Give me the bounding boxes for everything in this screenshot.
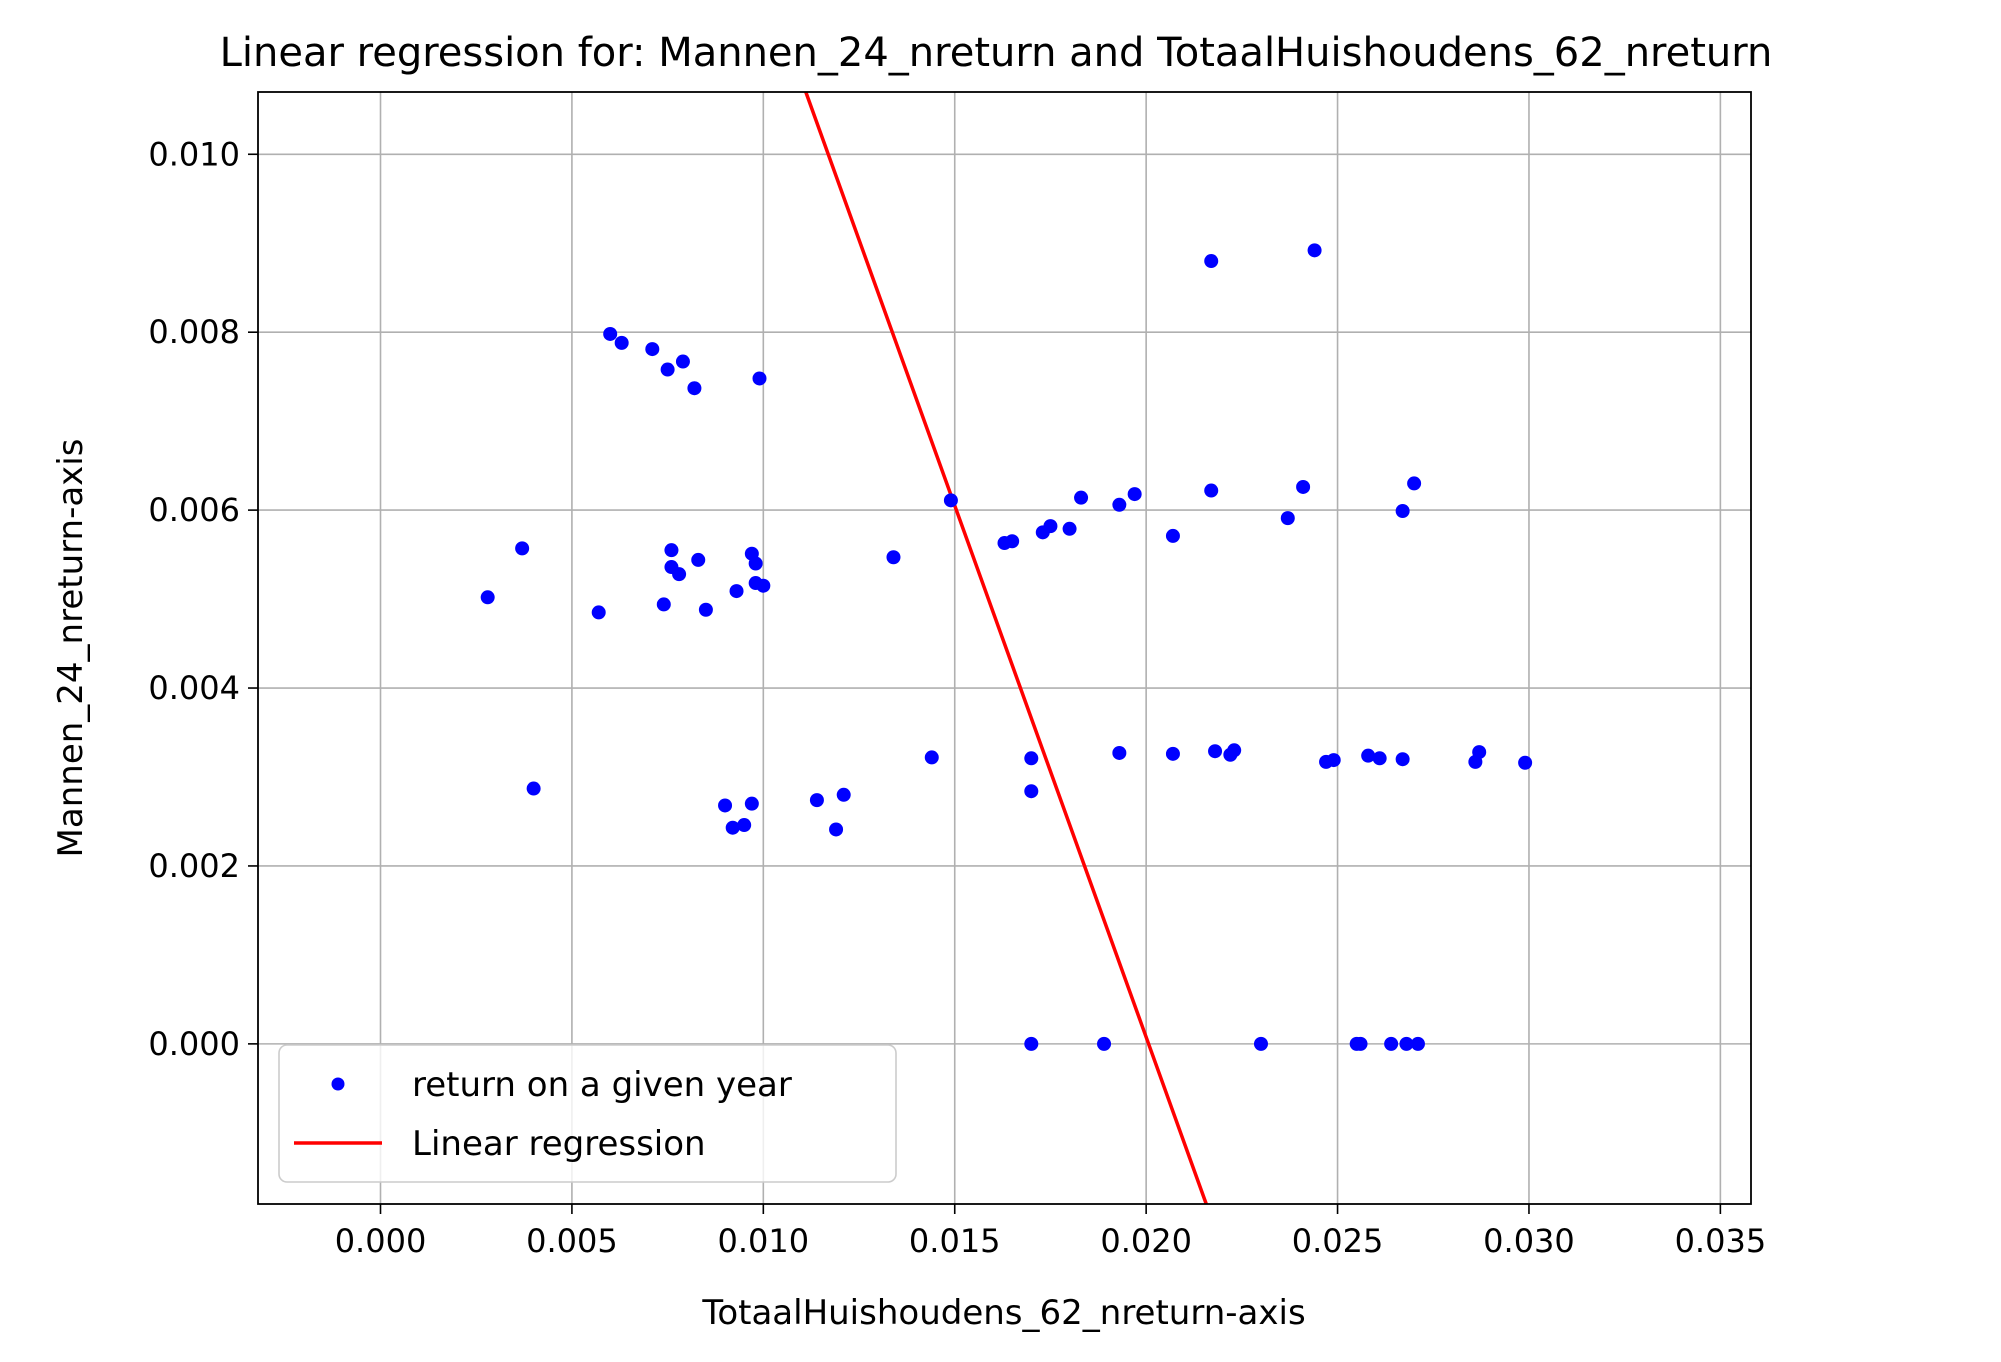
scatter-point (729, 584, 744, 599)
scatter-point (1024, 1036, 1039, 1051)
y-tick-label: 0.008 (148, 313, 240, 351)
scatter-point (1208, 744, 1223, 759)
scatter-point (1395, 504, 1410, 519)
points-layer (480, 243, 1533, 1051)
scatter-point (515, 541, 530, 556)
scatter-point (1518, 755, 1533, 770)
scatter-point (1062, 521, 1077, 536)
scatter-point (748, 556, 763, 571)
scatter-point (1353, 1036, 1368, 1051)
scatter-point (1472, 745, 1487, 760)
x-tick-label: 0.030 (1483, 1222, 1575, 1260)
scatter-point (752, 371, 767, 386)
scatter-point (924, 750, 939, 765)
scatter-point (718, 798, 733, 813)
scatter-point (1296, 479, 1311, 494)
scatter-point (691, 552, 706, 567)
scatter-point (645, 342, 660, 357)
scatter-point (756, 578, 771, 593)
scatter-point (1410, 1036, 1425, 1051)
scatter-point (1204, 483, 1219, 498)
scatter-point (603, 326, 618, 341)
scatter-point (687, 381, 702, 396)
scatter-point (1043, 519, 1058, 534)
scatter-point (480, 590, 495, 605)
x-axis: 0.000 0.005 0.010 0.015 0.020 0.025 0.030 0.035 (335, 1204, 1766, 1260)
scatter-point (591, 605, 606, 620)
legend-box (278, 1044, 897, 1183)
plot-frame (257, 91, 1752, 1205)
scatter-point (1074, 490, 1089, 505)
x-axis-label: TotaalHuishoudens_62_nreturn-axis (701, 1293, 1305, 1333)
scatter-point (1280, 511, 1295, 526)
scatter-point (725, 820, 740, 835)
x-tick-label: 0.025 (1292, 1222, 1384, 1260)
scatter-point (614, 335, 629, 350)
scatter-point (1005, 534, 1020, 549)
scatter-point (1326, 753, 1341, 768)
scatter-point (664, 543, 679, 558)
scatter-point (943, 493, 958, 508)
scatter-point (886, 550, 901, 565)
y-axis: 0.000 0.002 0.004 0.006 0.008 0.010 (148, 135, 258, 1063)
scatter-point (656, 597, 671, 612)
scatter-point (1384, 1036, 1399, 1051)
scatter-point (1112, 745, 1127, 760)
x-tick-label: 0.035 (1675, 1222, 1767, 1260)
scatter-point (829, 822, 844, 837)
scatter-point (744, 796, 759, 811)
scatter-point (675, 354, 690, 369)
y-tick-label: 0.002 (148, 847, 240, 885)
x-tick-label: 0.010 (718, 1222, 810, 1260)
scatter-point (1127, 487, 1142, 502)
scatter-point (698, 602, 713, 617)
x-tick-label: 0.015 (909, 1222, 1001, 1260)
y-tick-label: 0.000 (148, 1025, 240, 1063)
x-tick-label: 0.020 (1100, 1222, 1192, 1260)
legend: return on a given year Linear regression (278, 1044, 897, 1183)
y-tick-label: 0.010 (148, 135, 240, 173)
scatter-point (1253, 1036, 1268, 1051)
legend-label-regression: Linear regression (412, 1124, 706, 1164)
legend-label-scatter: return on a given year (412, 1065, 792, 1105)
scatter-point (1395, 752, 1410, 767)
regression-layer (804, 92, 1208, 1204)
scatter-point (1361, 748, 1376, 763)
scatter-point (1399, 1036, 1414, 1051)
scatter-point (1024, 784, 1039, 799)
scatter-point (1165, 746, 1180, 761)
scatter-point (1112, 497, 1127, 512)
scatter-point (660, 362, 675, 377)
scatter-point (1372, 751, 1387, 766)
scatter-point (836, 787, 851, 802)
scatter-point (1024, 751, 1039, 766)
chart-title: Linear regression for: Mannen_24_nreturn… (220, 30, 1773, 76)
scatter-point (809, 793, 824, 808)
scatter-point (737, 818, 752, 833)
x-tick-label: 0.000 (335, 1222, 427, 1260)
y-tick-label: 0.004 (148, 669, 240, 707)
scatter-point (526, 781, 541, 796)
x-tick-label: 0.005 (526, 1222, 618, 1260)
scatter-point (1407, 476, 1422, 491)
scatter-point (672, 567, 687, 582)
scatter-point (1204, 254, 1219, 269)
y-axis-label: Mannen_24_nreturn-axis (51, 439, 91, 858)
y-tick-label: 0.006 (148, 491, 240, 529)
grid (258, 92, 1751, 1204)
scatter-point (1097, 1036, 1112, 1051)
scatter-point (1227, 743, 1242, 758)
regression-line (804, 92, 1208, 1204)
scatter-point (1165, 528, 1180, 543)
legend-scatter-marker (331, 1077, 345, 1091)
scatter-point (1307, 243, 1322, 258)
